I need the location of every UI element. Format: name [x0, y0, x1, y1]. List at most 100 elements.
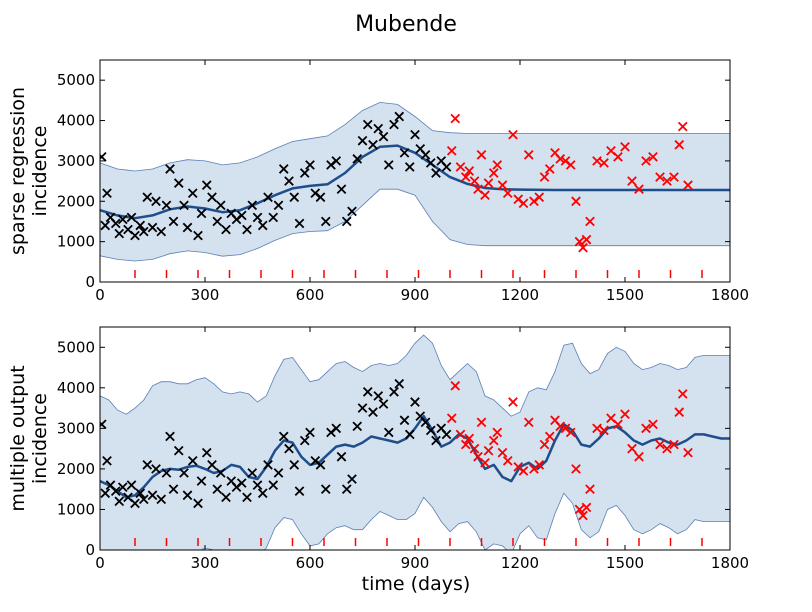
multi-heldout-point — [627, 443, 637, 454]
multi-observed-point — [404, 429, 415, 440]
multi-observed-point — [441, 429, 452, 440]
multi-observed-point — [305, 427, 315, 438]
sparse-observed-point — [378, 131, 389, 142]
multi-observed-point — [268, 480, 279, 490]
multi-observed-point — [320, 484, 331, 495]
sparse-observed-point — [289, 192, 300, 203]
multi-heldout-point — [662, 443, 672, 454]
multi-heldout-point — [683, 447, 693, 458]
sparse-heldout-point — [683, 180, 693, 190]
sparse-observed-point — [100, 152, 107, 162]
multi-heldout-point — [641, 423, 651, 434]
sparse-observed-point — [138, 226, 149, 237]
sparse-y-axis-label-line: sparse regression — [7, 87, 29, 255]
multi-observed-point — [114, 496, 125, 507]
multi-observed-point — [278, 431, 289, 442]
multi-y-tick-label: 3000 — [57, 419, 95, 437]
multi-observed-point — [247, 468, 258, 478]
sparse-heldout-point — [455, 162, 466, 172]
multi-observed-point — [126, 480, 137, 490]
sparse-observed-point — [201, 180, 212, 190]
sparse-heldout-point — [488, 168, 499, 178]
sparse-x-tick-label: 600 — [296, 286, 325, 304]
multi-heldout-point — [523, 417, 534, 428]
sparse-observed-point — [236, 210, 247, 221]
sparse-heldout-point — [585, 216, 595, 227]
sparse-observed-point — [441, 162, 452, 172]
sparse-observed-point — [305, 160, 315, 170]
sparse-observed-point — [126, 212, 137, 223]
multi-observed-point — [294, 486, 305, 497]
sparse-heldout-point — [674, 139, 685, 150]
sparse-heldout-point — [613, 152, 623, 162]
multi-observed-point — [117, 482, 128, 492]
multi-observed-point — [236, 478, 247, 488]
sparse-observed-point — [156, 226, 167, 237]
sparse-observed-point — [187, 188, 198, 199]
multi-observed-point — [182, 490, 193, 501]
sparse-observed-point — [273, 200, 284, 211]
multi-observed-point — [357, 403, 368, 413]
multi-heldout-point — [446, 413, 457, 424]
sparse-x-tick-label: 1200 — [501, 286, 539, 304]
multi-y-tick-label: 4000 — [57, 379, 95, 397]
sparse-observed-point — [179, 200, 189, 211]
sparse-observed-point — [151, 196, 161, 207]
multi-observed-point — [215, 468, 226, 478]
sparse-observed-point — [320, 216, 331, 227]
multi-y-tick-label: 1000 — [57, 500, 95, 518]
multi-observed-point — [187, 455, 198, 466]
multi-observed-point — [368, 407, 378, 417]
multi-heldout-point — [613, 419, 623, 430]
sparse-heldout-point — [578, 242, 588, 253]
sparse-observed-point — [247, 200, 258, 211]
sparse-heldout-point — [508, 129, 518, 140]
multi-observed-point — [399, 415, 410, 426]
multi-observed-point — [207, 460, 217, 470]
sparse-observed-point — [196, 208, 207, 219]
x-axis-label: time (days) — [362, 573, 471, 595]
multi-heldout-point — [518, 466, 529, 476]
sparse-heldout-point — [502, 188, 513, 199]
multi-observed-point — [135, 488, 146, 499]
multi-x-tick-label: 600 — [296, 554, 325, 572]
multi-observed-point — [151, 464, 161, 474]
multi-observed-point — [336, 451, 347, 462]
sparse-observed-point — [252, 212, 263, 223]
multi-observed-point — [289, 460, 300, 470]
sparse-observed-point — [182, 222, 193, 233]
multi-x-tick-label: 1500 — [606, 554, 644, 572]
sparse-heldout-point — [620, 141, 630, 152]
sparse-y-tick-label: 0 — [85, 273, 95, 291]
sparse-heldout-point — [460, 172, 471, 182]
multi-observed-point — [389, 387, 399, 397]
sparse-heldout-point — [480, 190, 490, 201]
multi-heldout-point — [488, 435, 499, 446]
sparse-observed-point — [130, 230, 140, 241]
sparse-observed-point — [389, 119, 399, 130]
multi-heldout-point — [539, 439, 550, 450]
sparse-observed-point — [420, 150, 431, 160]
sparse-heldout-point — [497, 180, 508, 190]
sparse-y-tick-label: 5000 — [57, 71, 95, 89]
multi-observed-point — [347, 474, 357, 484]
sparse-observed-point — [331, 156, 342, 166]
multi-observed-point — [315, 460, 326, 470]
sparse-observed-point — [336, 184, 347, 195]
sparse-observed-point — [299, 168, 310, 178]
sparse-band-lower-edge — [100, 188, 730, 262]
multi-observed-point — [373, 391, 384, 401]
multi-observed-point — [196, 476, 207, 486]
sparse-x-tick-label: 300 — [191, 286, 220, 304]
multi-observed-point — [420, 417, 431, 428]
sparse-observed-point — [117, 214, 128, 225]
sparse-observed-point — [168, 216, 179, 227]
multi-heldout-point — [585, 484, 595, 495]
sparse-observed-point — [425, 158, 436, 168]
multi-heldout-point — [497, 447, 508, 458]
multi-confidence-band — [100, 335, 730, 550]
multi-heldout-point — [669, 439, 679, 450]
multi-heldout-point — [674, 407, 685, 417]
sparse-heldout-point — [581, 234, 592, 245]
multi-heldout-point — [620, 409, 630, 420]
